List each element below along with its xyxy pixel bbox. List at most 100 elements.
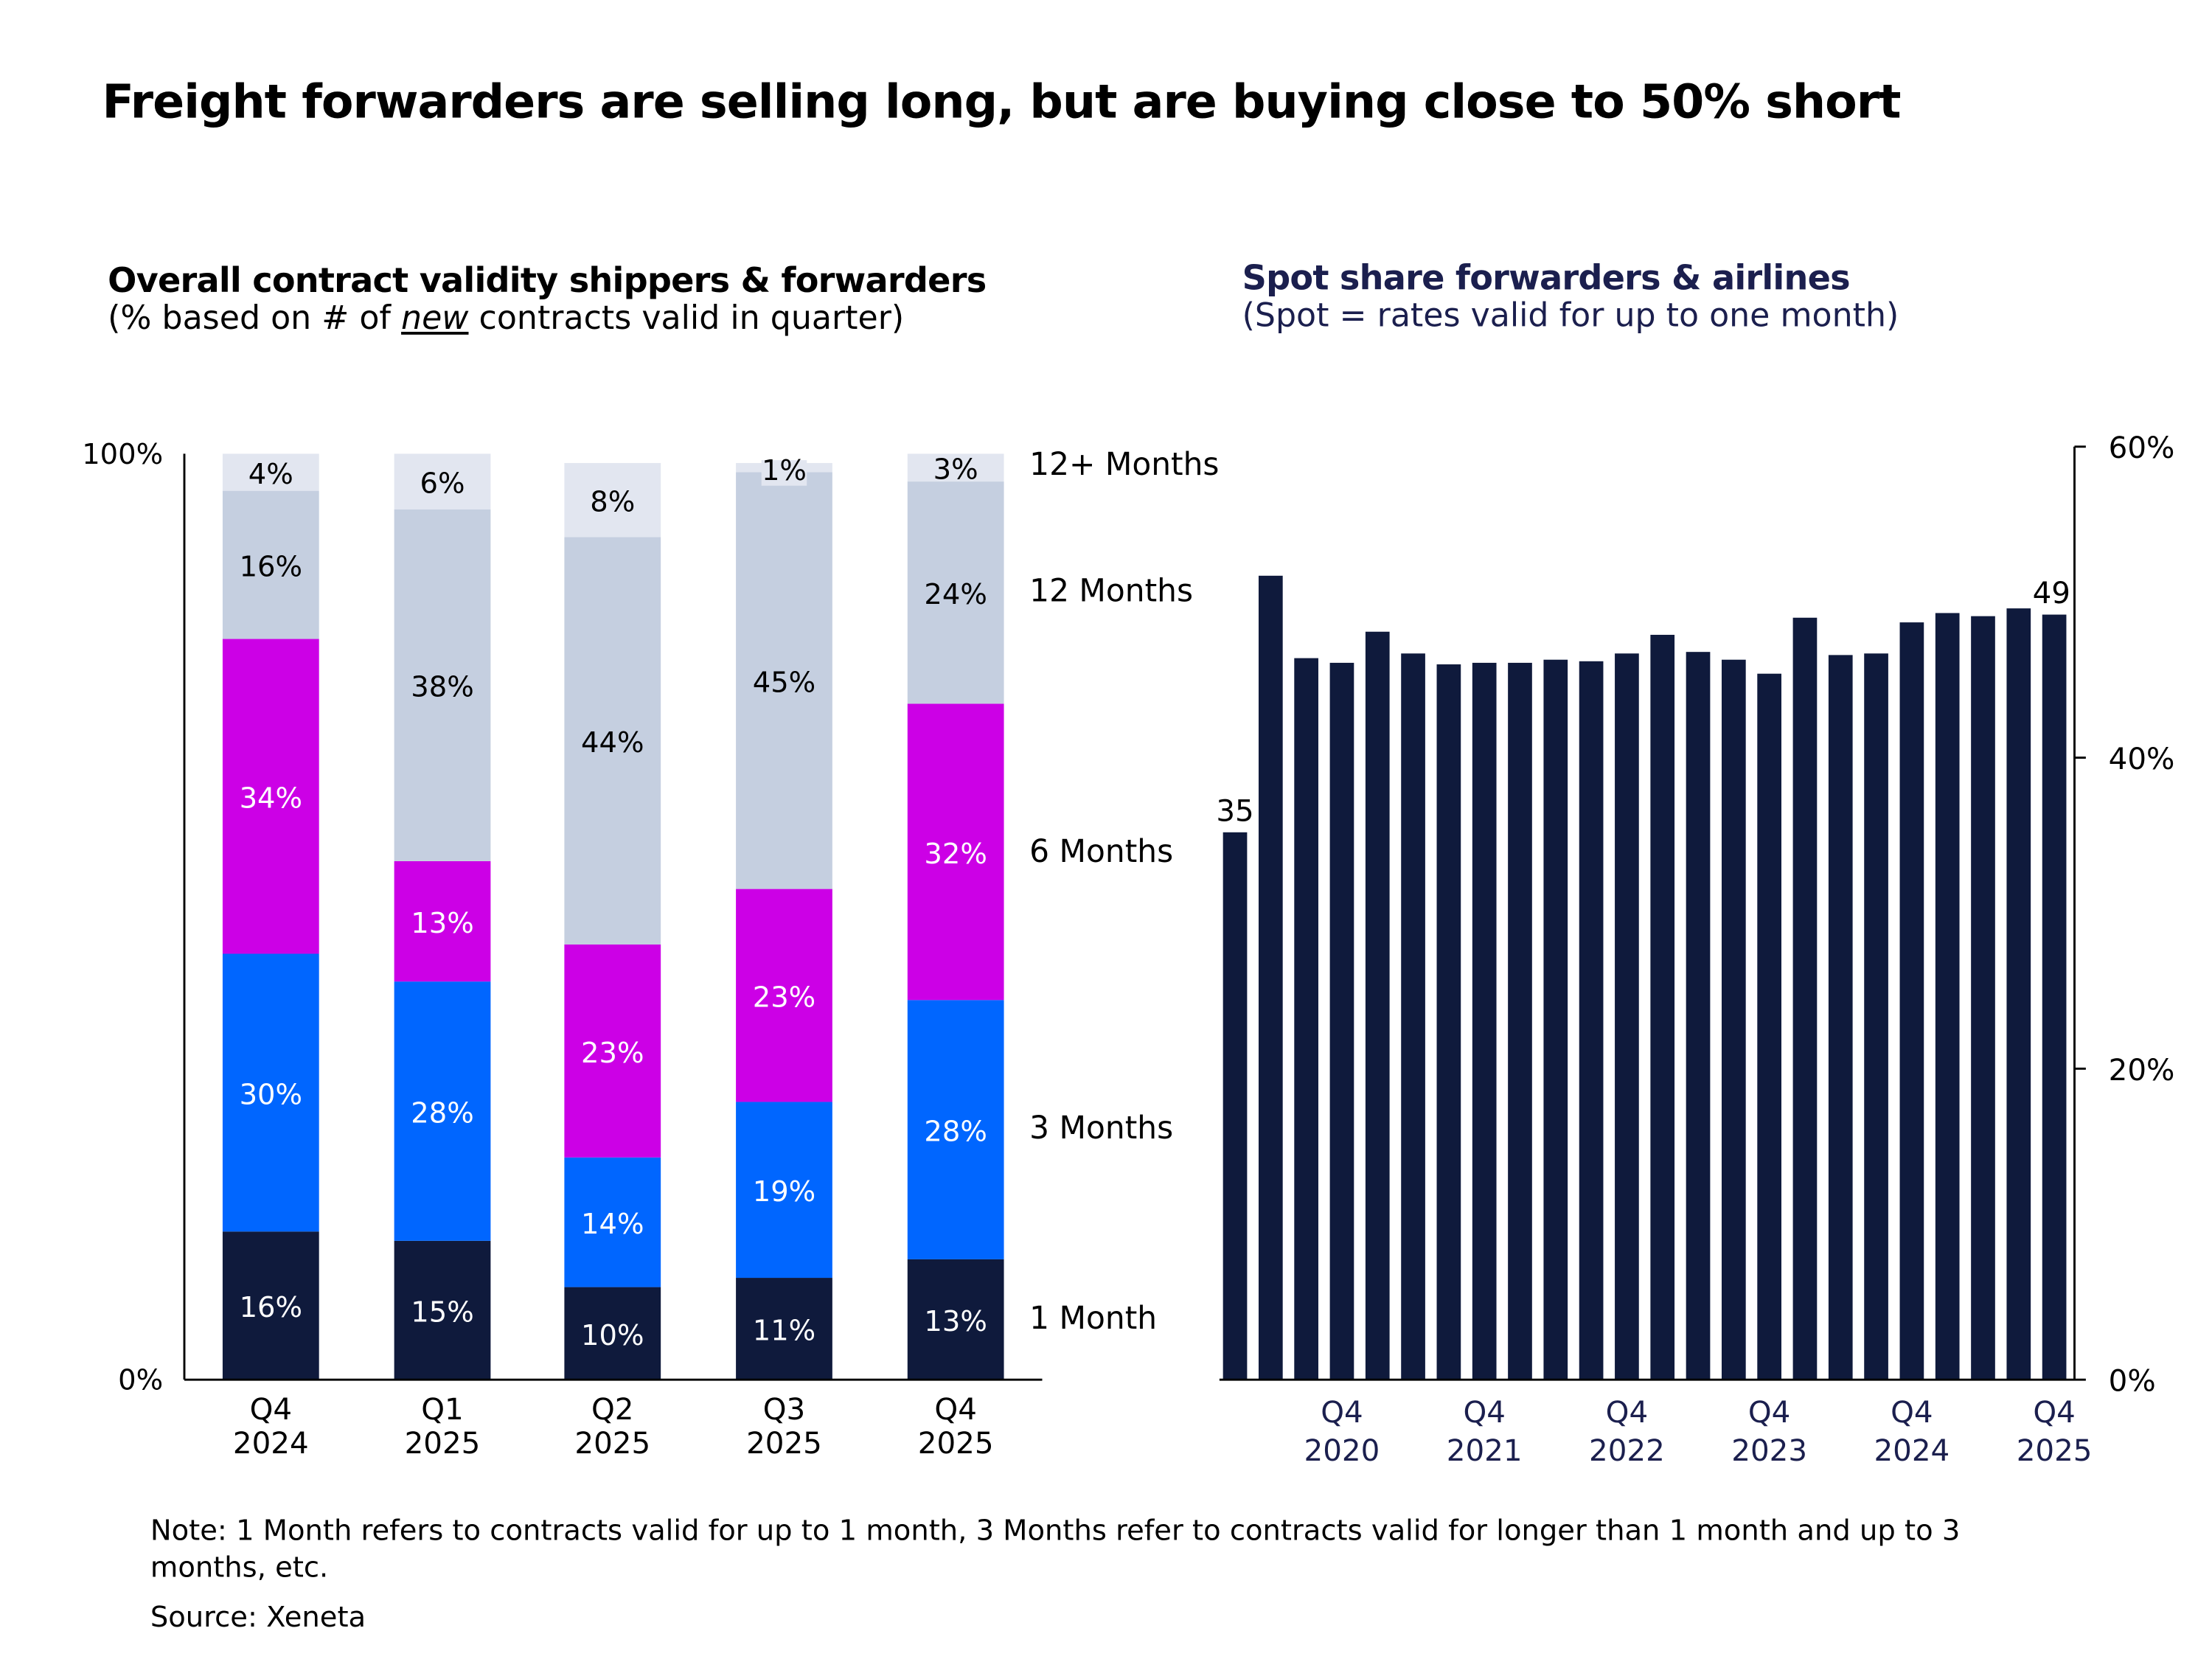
legend-label: 3 Months: [1029, 1110, 1173, 1146]
data-label: 38%: [411, 671, 473, 704]
data-label: 23%: [581, 1037, 644, 1070]
bar-segment-12-months: [736, 472, 832, 889]
bar-segment-1-month: [564, 1287, 661, 1380]
spot-share-bar: [1935, 613, 1960, 1380]
x-tick-label: Q4: [1748, 1395, 1790, 1430]
spot-share-bar: [1899, 622, 1924, 1380]
data-label: 13%: [411, 907, 473, 940]
spot-share-bar: [1757, 673, 1781, 1380]
bar-segment-12-months: [394, 509, 491, 861]
legend-label: 6 Months: [1029, 833, 1173, 869]
spot-share-bar: [1258, 575, 1283, 1380]
bar-segment-12-months: [564, 537, 661, 945]
data-label: 24%: [924, 578, 987, 611]
data-label: 16%: [240, 1291, 302, 1324]
spot-share-bar: [2042, 614, 2067, 1380]
source-note: Source: Xeneta: [150, 1599, 366, 1634]
spot-share-bar: [1508, 662, 1532, 1380]
data-label: 6%: [420, 467, 465, 500]
data-label-background: [761, 460, 807, 486]
spot-share-bar: [1650, 634, 1675, 1380]
x-tick-label: 2025: [405, 1426, 481, 1461]
x-tick-label: Q4: [934, 1392, 976, 1427]
spot-share-bar: [1401, 653, 1425, 1380]
spot-share-bar: [1615, 653, 1639, 1380]
x-tick-label: 2025: [574, 1426, 650, 1461]
bar-segment-12-months: [394, 453, 491, 509]
x-tick-label: 2024: [233, 1426, 309, 1461]
data-label: 11%: [753, 1314, 815, 1347]
bar-segment-12-months: [907, 481, 1004, 704]
data-label: 35: [1216, 793, 1253, 828]
caption-pre: (% based on # of: [108, 300, 402, 338]
right-chart-subtitle: Spot share forwarders & airlines (Spot =…: [1242, 258, 1899, 335]
x-tick-label: Q4: [1606, 1395, 1648, 1430]
spot-share-bar: [1329, 662, 1354, 1380]
bar-segment-12-months: [222, 490, 319, 639]
bar-segment-1-month: [736, 1278, 832, 1380]
caption-emphasis: new: [401, 300, 469, 338]
spot-share-bar: [1971, 616, 1995, 1380]
x-tick-label: 2025: [746, 1426, 822, 1461]
right-chart-caption: (Spot = rates valid for up to one month): [1242, 297, 1899, 335]
x-tick-label: 2024: [1874, 1433, 1950, 1468]
bar-segment-1-month: [394, 1240, 491, 1380]
data-label: 28%: [411, 1096, 473, 1130]
x-tick-label: 2025: [918, 1426, 994, 1461]
data-label: 14%: [581, 1208, 644, 1241]
spot-share-bar: [1294, 658, 1318, 1380]
bar-segment-1-month: [907, 1259, 1004, 1380]
data-label: 1%: [762, 454, 807, 487]
right-chart-title: Spot share forwarders & airlines: [1242, 258, 1851, 298]
y-tick-label: 60%: [2109, 431, 2175, 465]
data-label: 15%: [411, 1295, 473, 1329]
x-tick-label: Q4: [1463, 1395, 1505, 1430]
x-tick-label: Q2: [591, 1392, 633, 1427]
x-tick-label: Q3: [763, 1392, 805, 1427]
legend-label: 12+ Months: [1029, 446, 1219, 482]
y-tick-label: 0%: [2109, 1364, 2156, 1399]
data-label: 19%: [753, 1175, 815, 1208]
left-chart-caption: (% based on # of new contracts valid in …: [108, 301, 986, 338]
x-tick-label: Q4: [1891, 1395, 1933, 1430]
bar-segment-12-months: [222, 453, 319, 491]
data-label: 10%: [581, 1319, 644, 1352]
spot-share-bar: [1828, 655, 1853, 1380]
y-tick-label: 20%: [2109, 1053, 2175, 1088]
bar-segment-6-months: [907, 703, 1004, 1001]
x-tick-label: Q4: [2033, 1395, 2075, 1430]
spot-share-bar: [1579, 661, 1604, 1380]
data-label: 4%: [248, 458, 293, 491]
main-title: Freight forwarders are selling long, but…: [102, 74, 1901, 130]
y-tick-label: 40%: [2109, 742, 2175, 776]
spot-share-bar: [1721, 659, 1746, 1380]
data-label: 13%: [924, 1305, 987, 1338]
x-tick-label: Q1: [421, 1392, 463, 1427]
bar-segment-6-months: [394, 860, 491, 982]
bar-segment-6-months: [736, 888, 832, 1102]
spot-share-bar: [1436, 664, 1461, 1380]
spot-share-bar: [1365, 631, 1390, 1380]
x-tick-label: 2022: [1589, 1433, 1665, 1468]
footnote: Note: 1 Month refers to contracts valid …: [150, 1512, 1961, 1585]
data-label: 34%: [240, 782, 302, 815]
spot-share-bar: [1472, 662, 1497, 1380]
left-chart-title: Overall contract validity shippers & for…: [108, 260, 987, 301]
left-chart-subtitle: Overall contract validity shippers & for…: [108, 260, 987, 338]
x-tick-label: Q4: [250, 1392, 292, 1427]
data-label: 28%: [924, 1115, 987, 1148]
x-tick-label: 2025: [2017, 1433, 2093, 1468]
data-label: 45%: [753, 666, 815, 699]
legend-label: 1 Month: [1029, 1300, 1157, 1336]
data-label: 16%: [240, 550, 302, 583]
legend-label: 12 Months: [1029, 572, 1193, 608]
bar-segment-3-months: [736, 1102, 832, 1279]
x-tick-label: 2020: [1304, 1433, 1380, 1468]
x-tick-label: 2021: [1447, 1433, 1523, 1468]
spot-share-bar: [1864, 653, 1888, 1380]
y-tick-label: 0%: [118, 1364, 163, 1397]
data-label: 3%: [933, 453, 978, 487]
data-label: 44%: [581, 726, 644, 759]
x-tick-label: 2023: [1731, 1433, 1807, 1468]
data-label: 32%: [924, 838, 987, 871]
